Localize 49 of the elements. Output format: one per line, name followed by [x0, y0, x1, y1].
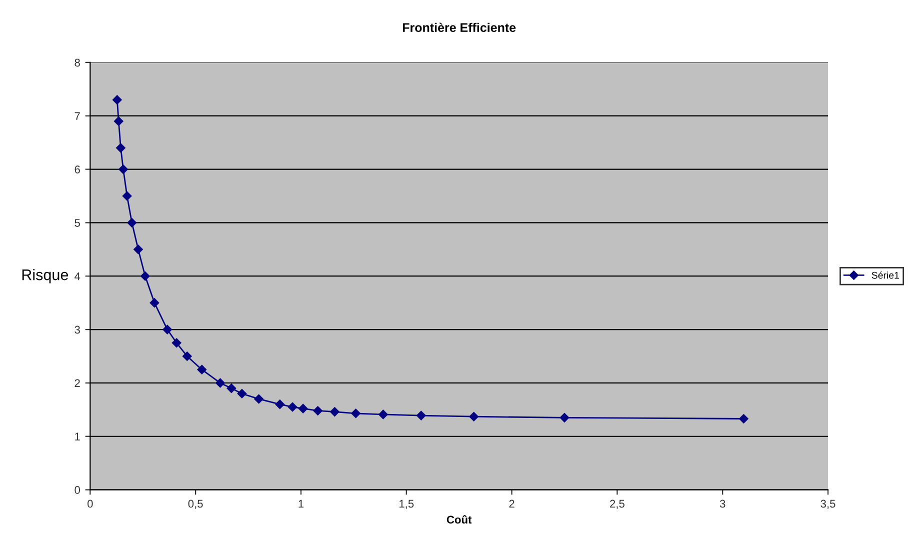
- point: [112, 95, 122, 104]
- y-tick-label: 1: [75, 432, 80, 440]
- point: [134, 244, 143, 254]
- point: [140, 271, 150, 281]
- point: [237, 389, 247, 398]
- point: [216, 378, 225, 388]
- x-tick-label: 1,5: [400, 500, 414, 509]
- point: [172, 338, 182, 348]
- point: [182, 352, 192, 361]
- point: [254, 394, 264, 404]
- point: [416, 410, 426, 420]
- point: [378, 410, 388, 420]
- point: [127, 218, 137, 228]
- y-tick-label: 6: [74, 166, 80, 174]
- point: [122, 191, 132, 201]
- point: [226, 384, 236, 393]
- point: [313, 406, 322, 416]
- x-tick-label: 3,5: [820, 500, 836, 509]
- x-tick-label: 0: [88, 500, 93, 508]
- point: [288, 402, 298, 412]
- y-tick-label: 7: [74, 112, 80, 120]
- point: [330, 407, 340, 416]
- point: [298, 404, 308, 414]
- point: [118, 164, 128, 174]
- y-tick-label: 0: [74, 486, 80, 494]
- point: [114, 116, 124, 126]
- point: [197, 364, 207, 374]
- x-tick-label: 0,5: [188, 500, 203, 509]
- x-tick-label: 2: [509, 500, 514, 508]
- x-tick-label: 2,5: [610, 500, 624, 509]
- point: [150, 298, 160, 308]
- x-tick-label: 1: [298, 500, 304, 508]
- point: [469, 412, 478, 422]
- point: [739, 414, 748, 424]
- point: [162, 324, 172, 334]
- x-tick-label: 3: [720, 500, 726, 508]
- y-tick-label: 8: [74, 58, 80, 67]
- chart-title: Frontière Efficiente: [402, 22, 516, 32]
- x-axis-title: Coût: [446, 515, 472, 524]
- point: [351, 408, 360, 418]
- point: [560, 413, 570, 422]
- point: [275, 400, 285, 409]
- point: [116, 143, 126, 153]
- y-axis-title: Risque: [22, 268, 68, 284]
- y-tick-label: 3: [74, 326, 80, 334]
- y-tick-label: 2: [74, 379, 80, 387]
- legend-label: Série1: [872, 271, 899, 279]
- y-tick-label: 5: [74, 219, 80, 227]
- y-tick-label: 4: [74, 272, 80, 280]
